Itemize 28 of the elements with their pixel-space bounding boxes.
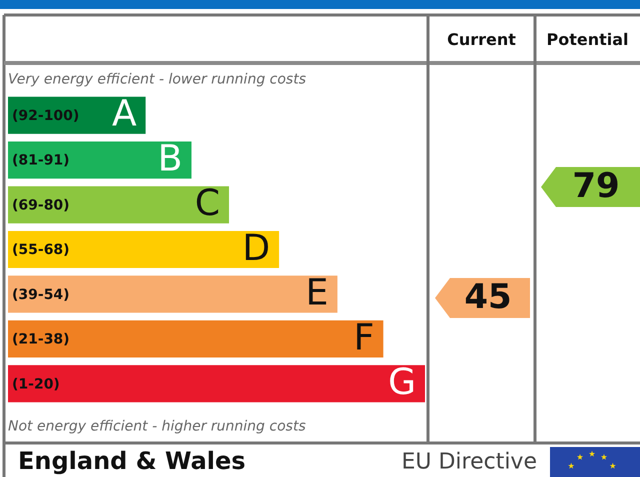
y-tick-label: A	[112, 94, 137, 135]
bar	[8, 365, 425, 402]
annotation: (69-80)	[12, 197, 70, 214]
annotation: (39-54)	[12, 286, 70, 303]
text: Very energy efficient - lower running costs	[8, 72, 306, 88]
bar	[8, 320, 384, 358]
bar	[8, 186, 230, 224]
bar	[8, 230, 280, 268]
text: Current	[447, 30, 516, 50]
y-tick-label: C	[194, 183, 220, 224]
text: England & Wales	[18, 447, 246, 475]
annotation: (55-68)	[12, 242, 70, 258]
text: EU Directive	[401, 450, 537, 475]
bar	[8, 142, 192, 179]
y-tick-label: F	[354, 317, 374, 358]
annotation: (1-20)	[12, 376, 60, 392]
annotation: (92-100)	[12, 108, 80, 124]
y-tick-label: E	[306, 272, 328, 314]
text: 79	[572, 166, 620, 206]
y-tick-label: D	[242, 228, 270, 269]
text: 45	[464, 276, 512, 317]
annotation: (21-38)	[12, 332, 70, 348]
y-tick-label: G	[388, 362, 416, 403]
y-tick-label: B	[158, 138, 182, 180]
text: Not energy efficient - higher running costs	[8, 418, 306, 435]
annotation: (81-91)	[12, 152, 70, 169]
bar	[8, 276, 338, 313]
text: Potential	[546, 30, 629, 50]
